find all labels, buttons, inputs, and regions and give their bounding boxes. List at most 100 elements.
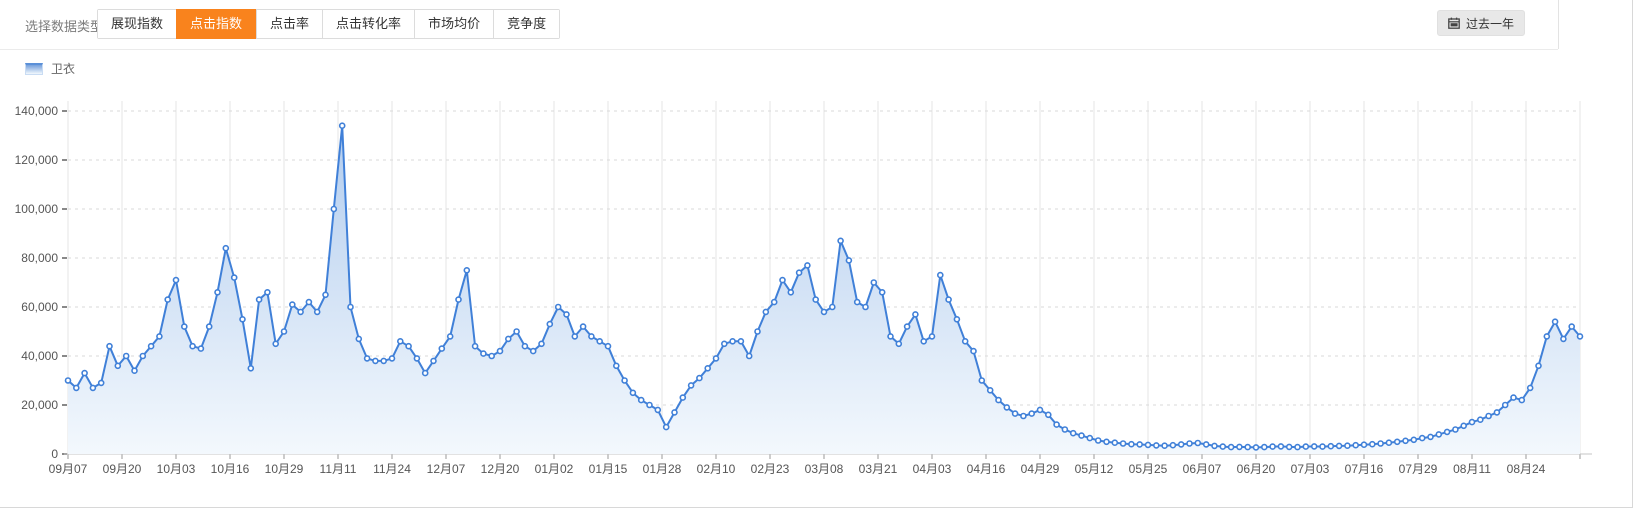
data-point-marker[interactable] [438, 345, 446, 352]
data-point-marker[interactable] [1003, 404, 1011, 411]
data-point-marker[interactable] [264, 288, 271, 296]
data-point-marker[interactable] [662, 423, 670, 431]
data-point-marker[interactable] [363, 355, 371, 362]
data-point-marker[interactable] [280, 328, 288, 335]
data-point-marker[interactable] [978, 377, 986, 384]
data-point-marker[interactable] [1443, 428, 1451, 436]
data-point-marker[interactable] [172, 276, 180, 284]
data-point-marker[interactable] [737, 337, 745, 345]
data-point-marker[interactable] [1310, 443, 1318, 450]
data-point-marker[interactable] [770, 298, 778, 306]
data-point-marker[interactable] [1169, 441, 1177, 449]
data-point-marker[interactable] [1211, 442, 1218, 450]
data-point-marker[interactable] [488, 352, 496, 360]
data-point-marker[interactable] [712, 355, 720, 362]
data-point-marker[interactable] [1020, 412, 1027, 420]
data-point-marker[interactable] [853, 298, 861, 306]
data-point-marker[interactable] [1485, 412, 1492, 420]
data-point-marker[interactable] [496, 347, 504, 355]
data-point-marker[interactable] [903, 323, 911, 330]
data-point-marker[interactable] [1094, 437, 1102, 444]
data-point-marker[interactable] [1119, 440, 1127, 447]
data-point-marker[interactable] [305, 298, 313, 306]
data-point-marker[interactable] [1543, 333, 1551, 340]
data-point-marker[interactable] [1535, 362, 1542, 370]
data-point-marker[interactable] [1294, 443, 1301, 451]
data-point-marker[interactable] [1202, 441, 1210, 448]
data-point-marker[interactable] [671, 409, 678, 416]
data-point-marker[interactable] [288, 301, 296, 308]
data-point-marker[interactable] [1136, 441, 1143, 448]
data-point-marker[interactable] [604, 342, 612, 350]
data-point-marker[interactable] [1319, 443, 1326, 450]
data-point-marker[interactable] [862, 303, 869, 311]
data-point-marker[interactable] [920, 337, 928, 345]
data-point-marker[interactable] [579, 323, 587, 330]
data-point-marker[interactable] [1369, 440, 1376, 448]
tab-click-rate[interactable]: 点击率 [256, 10, 323, 38]
data-point-marker[interactable] [1219, 443, 1227, 450]
data-point-marker[interactable] [313, 308, 321, 316]
data-point-marker[interactable] [181, 323, 188, 330]
data-point-marker[interactable] [1501, 401, 1509, 409]
data-point-marker[interactable] [131, 367, 138, 375]
data-point-marker[interactable] [230, 274, 238, 281]
data-point-marker[interactable] [1285, 443, 1293, 451]
data-point-marker[interactable] [1435, 431, 1443, 438]
data-point-marker[interactable] [1335, 442, 1343, 450]
data-point-marker[interactable] [355, 335, 363, 343]
data-point-marker[interactable] [1277, 443, 1285, 450]
data-point-marker[interactable] [554, 303, 562, 311]
data-point-marker[interactable] [446, 333, 454, 340]
data-point-marker[interactable] [529, 347, 537, 355]
data-point-marker[interactable] [720, 340, 728, 348]
data-point-marker[interactable] [1069, 429, 1077, 437]
data-point-marker[interactable] [97, 379, 105, 387]
data-point-marker[interactable] [795, 269, 803, 277]
data-point-marker[interactable] [513, 328, 520, 335]
data-point-marker[interactable] [1418, 434, 1426, 442]
data-point-marker[interactable] [1028, 410, 1035, 417]
data-point-marker[interactable] [995, 396, 1002, 404]
data-point-marker[interactable] [729, 337, 736, 345]
data-point-marker[interactable] [912, 311, 919, 318]
data-point-marker[interactable] [629, 389, 637, 397]
data-point-marker[interactable] [1576, 333, 1584, 340]
data-point-marker[interactable] [936, 271, 944, 279]
data-point-marker[interactable] [1078, 432, 1085, 439]
data-point-marker[interactable] [1518, 396, 1526, 404]
data-point-marker[interactable] [272, 340, 280, 348]
data-point-marker[interactable] [945, 296, 952, 303]
data-point-marker[interactable] [1402, 437, 1409, 445]
data-point-marker[interactable] [1393, 438, 1401, 446]
data-point-marker[interactable] [1352, 441, 1359, 449]
data-point-marker[interactable] [654, 406, 662, 414]
data-point-marker[interactable] [471, 342, 479, 350]
data-point-marker[interactable] [1460, 422, 1467, 430]
data-point-marker[interactable] [347, 303, 354, 311]
data-point-marker[interactable] [596, 337, 604, 345]
data-point-marker[interactable] [646, 401, 653, 409]
data-point-marker[interactable] [322, 291, 329, 299]
data-point-marker[interactable] [247, 364, 255, 372]
data-point-marker[interactable] [297, 308, 304, 316]
data-point-marker[interactable] [588, 333, 595, 340]
data-point-marker[interactable] [1045, 411, 1052, 419]
data-point-marker[interactable] [870, 279, 878, 286]
data-point-marker[interactable] [1236, 443, 1243, 451]
data-point-marker[interactable] [546, 320, 554, 328]
tab-click-index[interactable]: 点击指数 [176, 9, 257, 39]
data-point-marker[interactable] [637, 396, 645, 404]
data-point-marker[interactable] [380, 357, 388, 365]
data-point-marker[interactable] [480, 350, 487, 357]
data-point-marker[interactable] [563, 311, 570, 318]
data-point-marker[interactable] [255, 296, 263, 303]
data-point-marker[interactable] [189, 342, 196, 350]
tab-competition[interactable]: 竞争度 [493, 10, 560, 38]
data-point-marker[interactable] [828, 303, 836, 311]
data-point-marker[interactable] [1477, 416, 1484, 424]
data-point-marker[interactable] [1427, 433, 1434, 441]
data-point-marker[interactable] [1493, 409, 1501, 416]
data-point-marker[interactable] [122, 352, 130, 360]
